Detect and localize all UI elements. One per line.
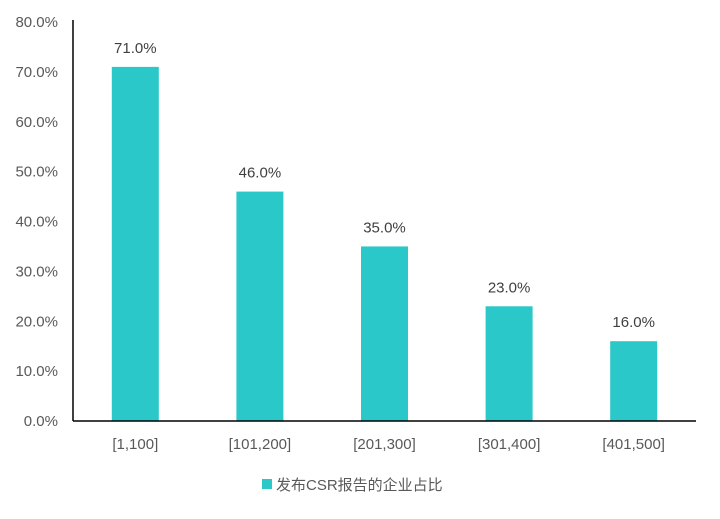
value-labels: 71.0% 46.0% 35.0% 23.0% 16.0% (114, 40, 655, 331)
x-tick-label: [301,400] (478, 436, 541, 453)
bar (485, 306, 533, 421)
y-tick-label: 0.0% (24, 413, 58, 430)
legend: 发布CSR报告的企业占比 (262, 476, 443, 494)
x-axis-labels: [1,100] [101,200] [201,300] [301,400] [401,5… (112, 436, 665, 453)
bars (111, 66, 658, 421)
y-tick-label: 30.0% (15, 263, 58, 280)
y-tick-label: 80.0% (15, 14, 58, 31)
legend-label: 发布CSR报告的企业占比 (276, 476, 443, 494)
y-tick-label: 60.0% (15, 114, 58, 131)
bar (610, 341, 658, 421)
x-tick-label: [1,100] (112, 436, 158, 453)
bar (236, 191, 284, 421)
value-label: 71.0% (114, 40, 157, 57)
y-tick-label: 40.0% (15, 214, 58, 231)
x-tick-label: [101,200] (229, 436, 292, 453)
x-tick-label: [201,300] (353, 436, 416, 453)
y-tick-label: 10.0% (15, 363, 58, 380)
y-tick-label: 50.0% (15, 164, 58, 181)
y-tick-label: 70.0% (15, 64, 58, 81)
value-label: 16.0% (612, 314, 655, 331)
value-label: 46.0% (239, 165, 282, 182)
x-tick-label: [401,500] (602, 436, 665, 453)
bar (111, 66, 159, 421)
legend-swatch (262, 479, 272, 489)
y-tick-label: 20.0% (15, 313, 58, 330)
bar (361, 246, 408, 421)
value-label: 35.0% (363, 219, 406, 236)
value-label: 23.0% (488, 279, 531, 296)
y-axis-ticks: 0.0% 10.0% 20.0% 30.0% 40.0% 50.0% 60.0% 70.0% 8… (15, 14, 58, 430)
